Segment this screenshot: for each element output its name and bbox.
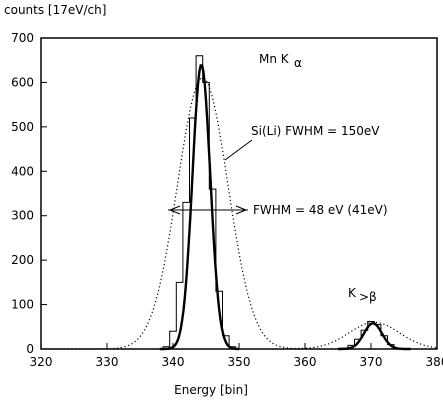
y-tick-label: 0 xyxy=(26,342,34,356)
kb-subscript: >β xyxy=(359,290,377,304)
si-li-leader-line xyxy=(224,139,253,161)
x-tick-label: 330 xyxy=(96,355,119,369)
y-tick-label: 200 xyxy=(11,253,34,267)
axis-ticks: 320 330 340 350 360 370 380 0 100 200 300 400 500 600… xyxy=(11,31,443,369)
y-tick-label: 100 xyxy=(11,298,34,312)
plot-frame xyxy=(40,37,438,350)
x-tick-label: 340 xyxy=(162,355,185,369)
y-tick-label: 700 xyxy=(11,31,34,45)
x-tick-label: 320 xyxy=(30,355,53,369)
x-tick-label: 350 xyxy=(228,355,251,369)
si-li-fwhm-label: Si(Li) FWHM = 150eV xyxy=(251,124,380,138)
x-tick-label: 370 xyxy=(360,355,383,369)
mn-ka-subscript: α xyxy=(294,56,302,70)
main-peak-fit-line xyxy=(159,64,240,351)
y-tick-label: 600 xyxy=(11,75,34,89)
gaussian-fit-curve xyxy=(41,77,438,350)
y-axis-label: counts [17eV/ch] xyxy=(4,3,106,17)
x-axis-label: Energy [bin] xyxy=(174,383,248,397)
fwhm-right-arrow xyxy=(235,205,248,215)
x-tick-label: 360 xyxy=(294,355,317,369)
fwhm-left-arrow xyxy=(168,205,181,215)
fwhm-label: FWHM = 48 eV (41eV) xyxy=(253,203,388,217)
measured-histogram xyxy=(159,55,411,351)
y-tick-label: 400 xyxy=(11,164,34,178)
annotations: Mn K α Si(Li) FWHM = 150eV FWHM = 48 eV (41… xyxy=(168,52,388,304)
mn-ka-label: Mn K xyxy=(259,52,290,66)
kb-peak-fit-line xyxy=(338,322,411,351)
x-tick-label: 380 xyxy=(426,355,443,369)
y-tick-label: 500 xyxy=(11,120,34,134)
y-tick-label: 300 xyxy=(11,209,34,223)
gaussian-fit-line xyxy=(41,77,438,350)
kb-label: K xyxy=(348,286,357,300)
